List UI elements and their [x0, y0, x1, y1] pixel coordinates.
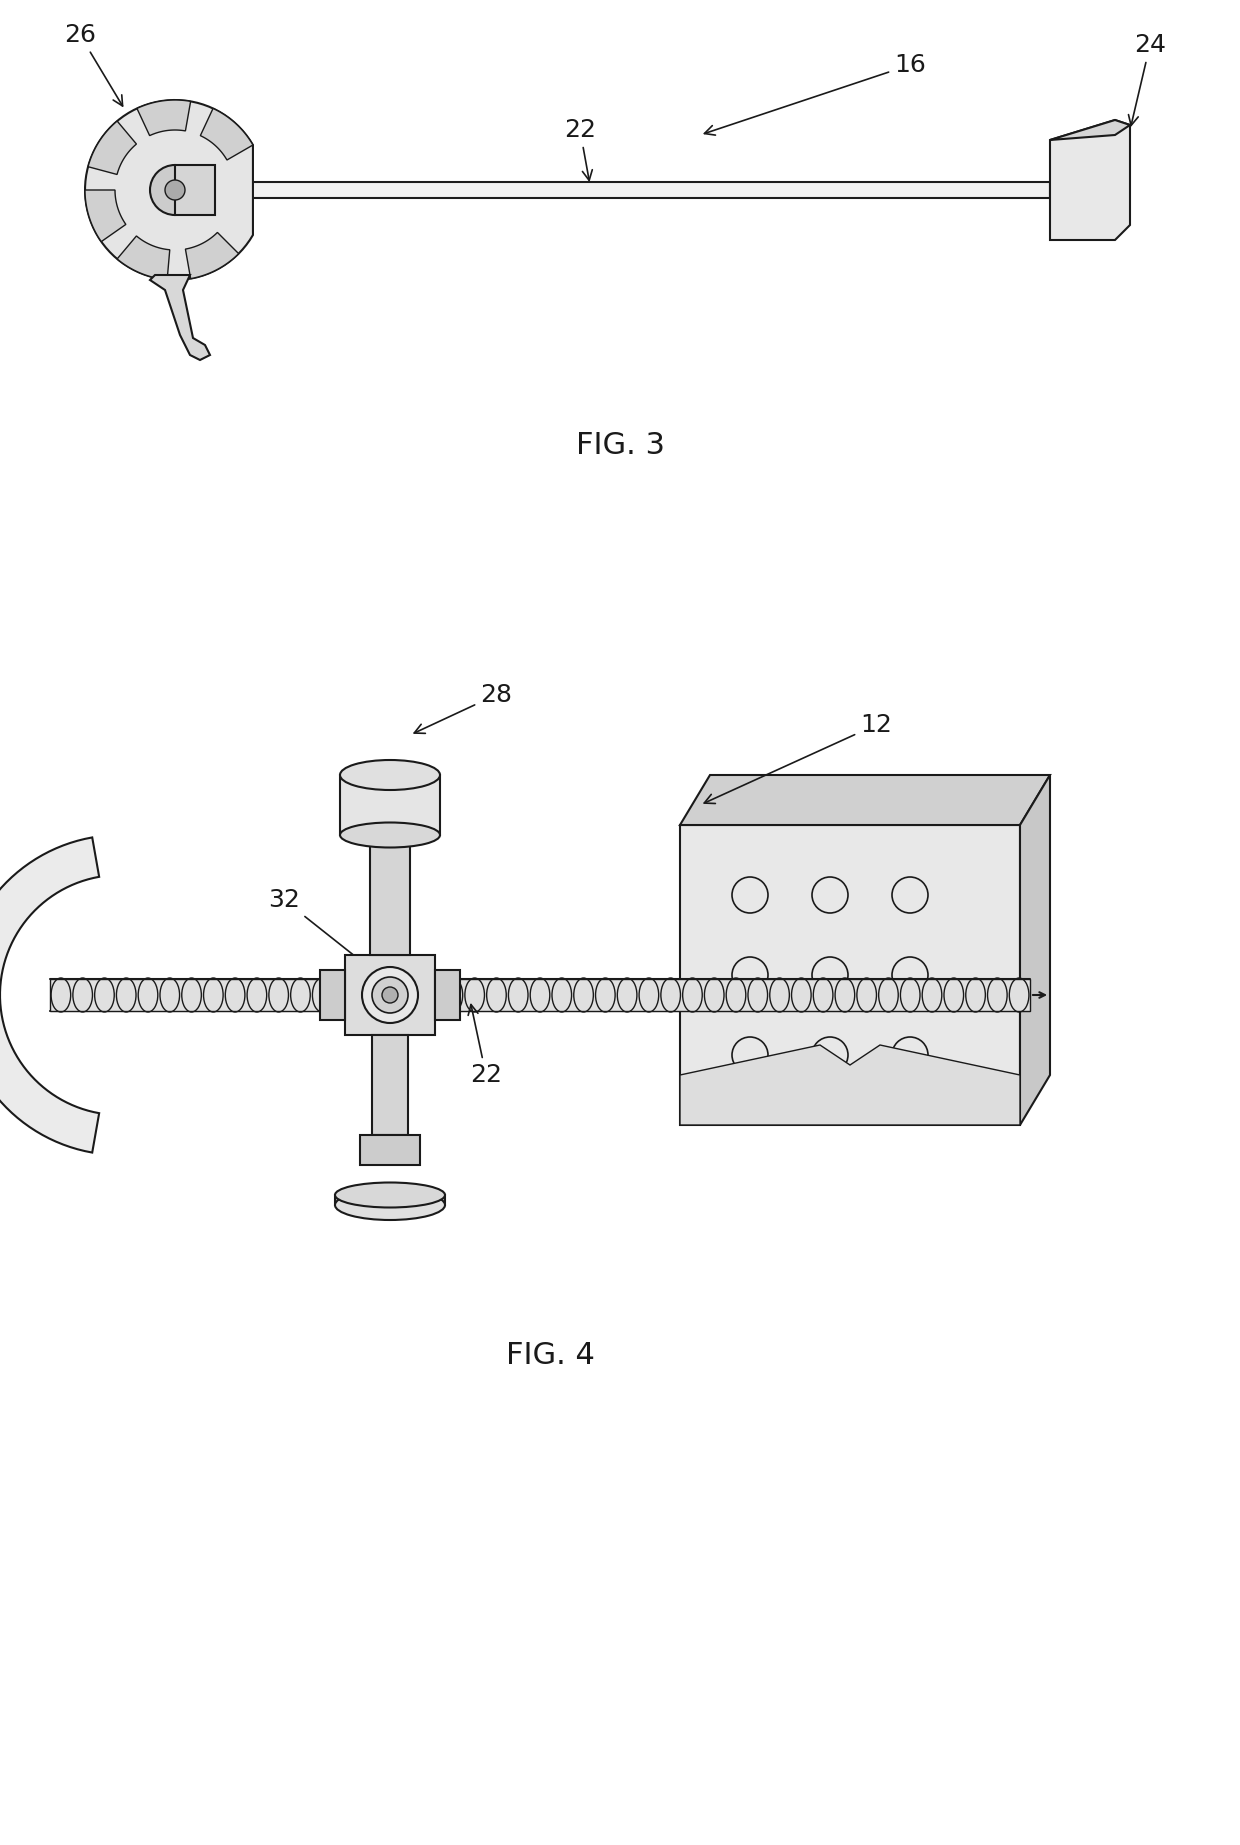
Circle shape	[382, 987, 398, 1004]
Polygon shape	[175, 164, 215, 216]
Circle shape	[150, 164, 200, 216]
Text: 12: 12	[704, 712, 892, 803]
Polygon shape	[150, 275, 210, 360]
Polygon shape	[335, 1196, 445, 1205]
Text: 22: 22	[469, 1004, 502, 1087]
Polygon shape	[136, 100, 191, 137]
FancyBboxPatch shape	[50, 980, 1030, 1011]
Circle shape	[372, 978, 408, 1013]
Polygon shape	[190, 183, 1050, 197]
Polygon shape	[117, 236, 170, 280]
Polygon shape	[372, 1035, 408, 1135]
Polygon shape	[345, 956, 435, 1035]
Polygon shape	[435, 970, 460, 1020]
Polygon shape	[1021, 775, 1050, 1125]
Ellipse shape	[335, 1183, 445, 1207]
Polygon shape	[88, 122, 136, 175]
Text: 32: 32	[268, 887, 382, 978]
Polygon shape	[86, 100, 253, 280]
Text: FIG. 4: FIG. 4	[506, 1341, 594, 1369]
Text: 26: 26	[64, 22, 123, 105]
Polygon shape	[201, 109, 253, 161]
Polygon shape	[320, 970, 345, 1020]
Polygon shape	[370, 836, 410, 956]
Polygon shape	[1050, 120, 1130, 240]
Ellipse shape	[340, 823, 440, 847]
Polygon shape	[680, 775, 1050, 825]
Circle shape	[165, 181, 185, 199]
Polygon shape	[1050, 120, 1130, 140]
Ellipse shape	[335, 1190, 445, 1220]
Text: 16: 16	[704, 54, 926, 135]
Polygon shape	[680, 825, 1021, 1125]
Text: FIG. 3: FIG. 3	[575, 430, 665, 459]
Polygon shape	[340, 775, 440, 836]
Text: 28: 28	[414, 683, 512, 732]
Text: 22: 22	[564, 118, 596, 181]
Text: 24: 24	[1128, 33, 1166, 125]
Circle shape	[362, 967, 418, 1022]
Polygon shape	[360, 1135, 420, 1164]
Polygon shape	[86, 190, 125, 242]
Polygon shape	[680, 1044, 1021, 1125]
Polygon shape	[0, 838, 99, 1153]
Ellipse shape	[340, 760, 440, 790]
Polygon shape	[186, 232, 238, 279]
